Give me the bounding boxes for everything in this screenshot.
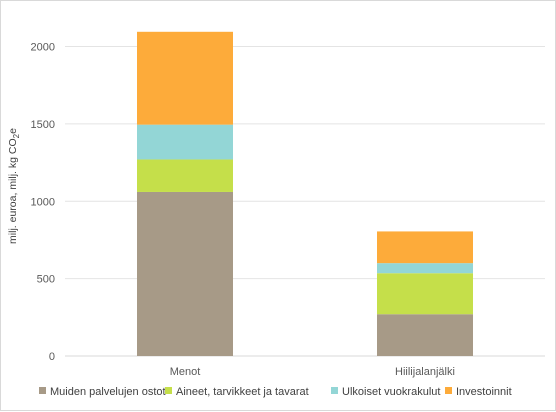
bar-segment	[377, 273, 473, 315]
legend: Muiden palvelujen ostot Aineet, tarvikkee…	[39, 386, 512, 398]
legend-swatch	[331, 387, 338, 394]
y-tick-label: 0	[49, 351, 55, 363]
y-tick-label: 1000	[31, 196, 55, 208]
bar-segment	[137, 124, 233, 160]
bar-segment	[377, 231, 473, 264]
y-axis-label: milj. euroa, milj. kg CO2e	[7, 128, 21, 244]
bar-segment	[137, 31, 233, 125]
y-tick-label: 2000	[31, 42, 55, 54]
category-labels: Menot Hiilijalanjälki	[170, 366, 455, 378]
bar-segment	[137, 191, 233, 356]
bar-segment	[377, 263, 473, 274]
legend-swatch	[165, 387, 172, 394]
bars	[137, 31, 473, 356]
category-label: Menot	[170, 366, 201, 378]
y-tick-label: 1500	[31, 119, 55, 131]
legend-swatch	[39, 387, 46, 394]
legend-label: Investoinnit	[456, 386, 512, 398]
legend-label: Aineet, tarvikkeet ja tavarat	[176, 386, 309, 398]
legend-label: Ulkoiset vuokrakulut	[342, 386, 440, 398]
legend-swatch	[445, 387, 452, 394]
legend-label: Muiden palvelujen ostot	[50, 386, 166, 398]
category-label: Hiilijalanjälki	[395, 366, 455, 378]
bar-segment	[137, 159, 233, 192]
y-tick-label: 500	[37, 274, 55, 286]
bar-segment	[377, 314, 473, 356]
y-tick-labels: 0 500 1000 1500 2000	[31, 42, 55, 364]
